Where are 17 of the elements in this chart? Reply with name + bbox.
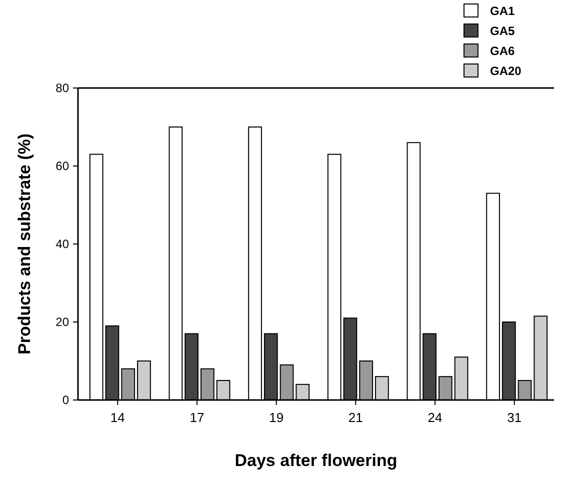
y-axis-title: Products and substrate (%) xyxy=(15,133,34,355)
x-tick-label: 14 xyxy=(110,410,125,425)
x-tick-label: 24 xyxy=(428,410,442,425)
legend-label: GA6 xyxy=(490,44,515,58)
y-tick-label: 20 xyxy=(56,315,70,330)
x-axis-title: Days after flowering xyxy=(234,451,398,470)
x-tick-label: 21 xyxy=(348,410,363,425)
y-tick-label: 60 xyxy=(56,159,70,174)
x-tick-label: 19 xyxy=(269,410,284,425)
legend-label: GA20 xyxy=(490,64,522,78)
legend-label: GA5 xyxy=(490,24,515,38)
y-tick-label: 80 xyxy=(56,81,70,96)
y-tick-label: 40 xyxy=(56,237,70,252)
legend-label: GA1 xyxy=(490,4,515,18)
x-tick-label: 31 xyxy=(507,410,522,425)
x-tick-label: 17 xyxy=(190,410,204,425)
y-tick-label: 0 xyxy=(62,393,70,408)
